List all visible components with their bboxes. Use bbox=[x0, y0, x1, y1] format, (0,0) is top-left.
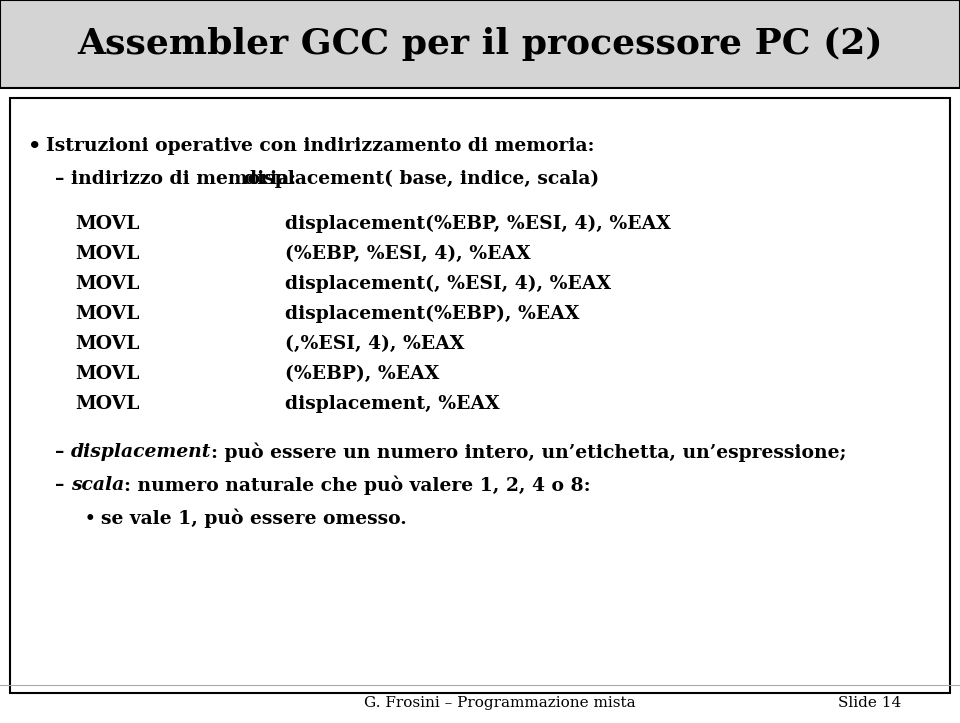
Text: (%EBP, %ESI, 4), %EAX: (%EBP, %ESI, 4), %EAX bbox=[285, 245, 531, 263]
Text: Assembler GCC per il processore PC (2): Assembler GCC per il processore PC (2) bbox=[77, 27, 883, 61]
Text: –: – bbox=[55, 170, 64, 188]
Text: indirizzo di memoria:: indirizzo di memoria: bbox=[71, 170, 316, 188]
Text: displacement(%EBP, %ESI, 4), %EAX: displacement(%EBP, %ESI, 4), %EAX bbox=[285, 215, 671, 233]
FancyBboxPatch shape bbox=[0, 0, 960, 88]
Text: •: • bbox=[28, 136, 41, 156]
Text: MOVL: MOVL bbox=[75, 395, 139, 413]
FancyBboxPatch shape bbox=[10, 98, 950, 693]
Text: displacement(%EBP), %EAX: displacement(%EBP), %EAX bbox=[285, 305, 580, 323]
Text: : può essere un numero intero, un’etichetta, un’espressione;: : può essere un numero intero, un’etiche… bbox=[211, 442, 847, 462]
Text: Slide 14: Slide 14 bbox=[838, 696, 901, 710]
Text: •: • bbox=[85, 510, 96, 526]
Text: –: – bbox=[55, 443, 64, 461]
Text: displacement( base, indice, scala): displacement( base, indice, scala) bbox=[244, 170, 599, 188]
Text: se vale 1, può essere omesso.: se vale 1, può essere omesso. bbox=[101, 508, 407, 528]
Text: : numero naturale che può valere 1, 2, 4 o 8:: : numero naturale che può valere 1, 2, 4… bbox=[124, 475, 590, 495]
Text: MOVL: MOVL bbox=[75, 335, 139, 353]
Text: displacement, %EAX: displacement, %EAX bbox=[285, 395, 500, 413]
Text: (,%ESI, 4), %EAX: (,%ESI, 4), %EAX bbox=[285, 335, 465, 353]
Text: MOVL: MOVL bbox=[75, 365, 139, 383]
Text: –: – bbox=[55, 476, 64, 494]
Text: scala: scala bbox=[71, 476, 124, 494]
Text: G. Frosini – Programmazione mista: G. Frosini – Programmazione mista bbox=[364, 696, 636, 710]
Text: MOVL: MOVL bbox=[75, 275, 139, 293]
Text: MOVL: MOVL bbox=[75, 305, 139, 323]
Text: Istruzioni operative con indirizzamento di memoria:: Istruzioni operative con indirizzamento … bbox=[46, 137, 594, 155]
Text: MOVL: MOVL bbox=[75, 215, 139, 233]
Text: displacement(, %ESI, 4), %EAX: displacement(, %ESI, 4), %EAX bbox=[285, 275, 612, 293]
Text: MOVL: MOVL bbox=[75, 245, 139, 263]
Text: (%EBP), %EAX: (%EBP), %EAX bbox=[285, 365, 440, 383]
Text: displacement: displacement bbox=[71, 443, 211, 461]
